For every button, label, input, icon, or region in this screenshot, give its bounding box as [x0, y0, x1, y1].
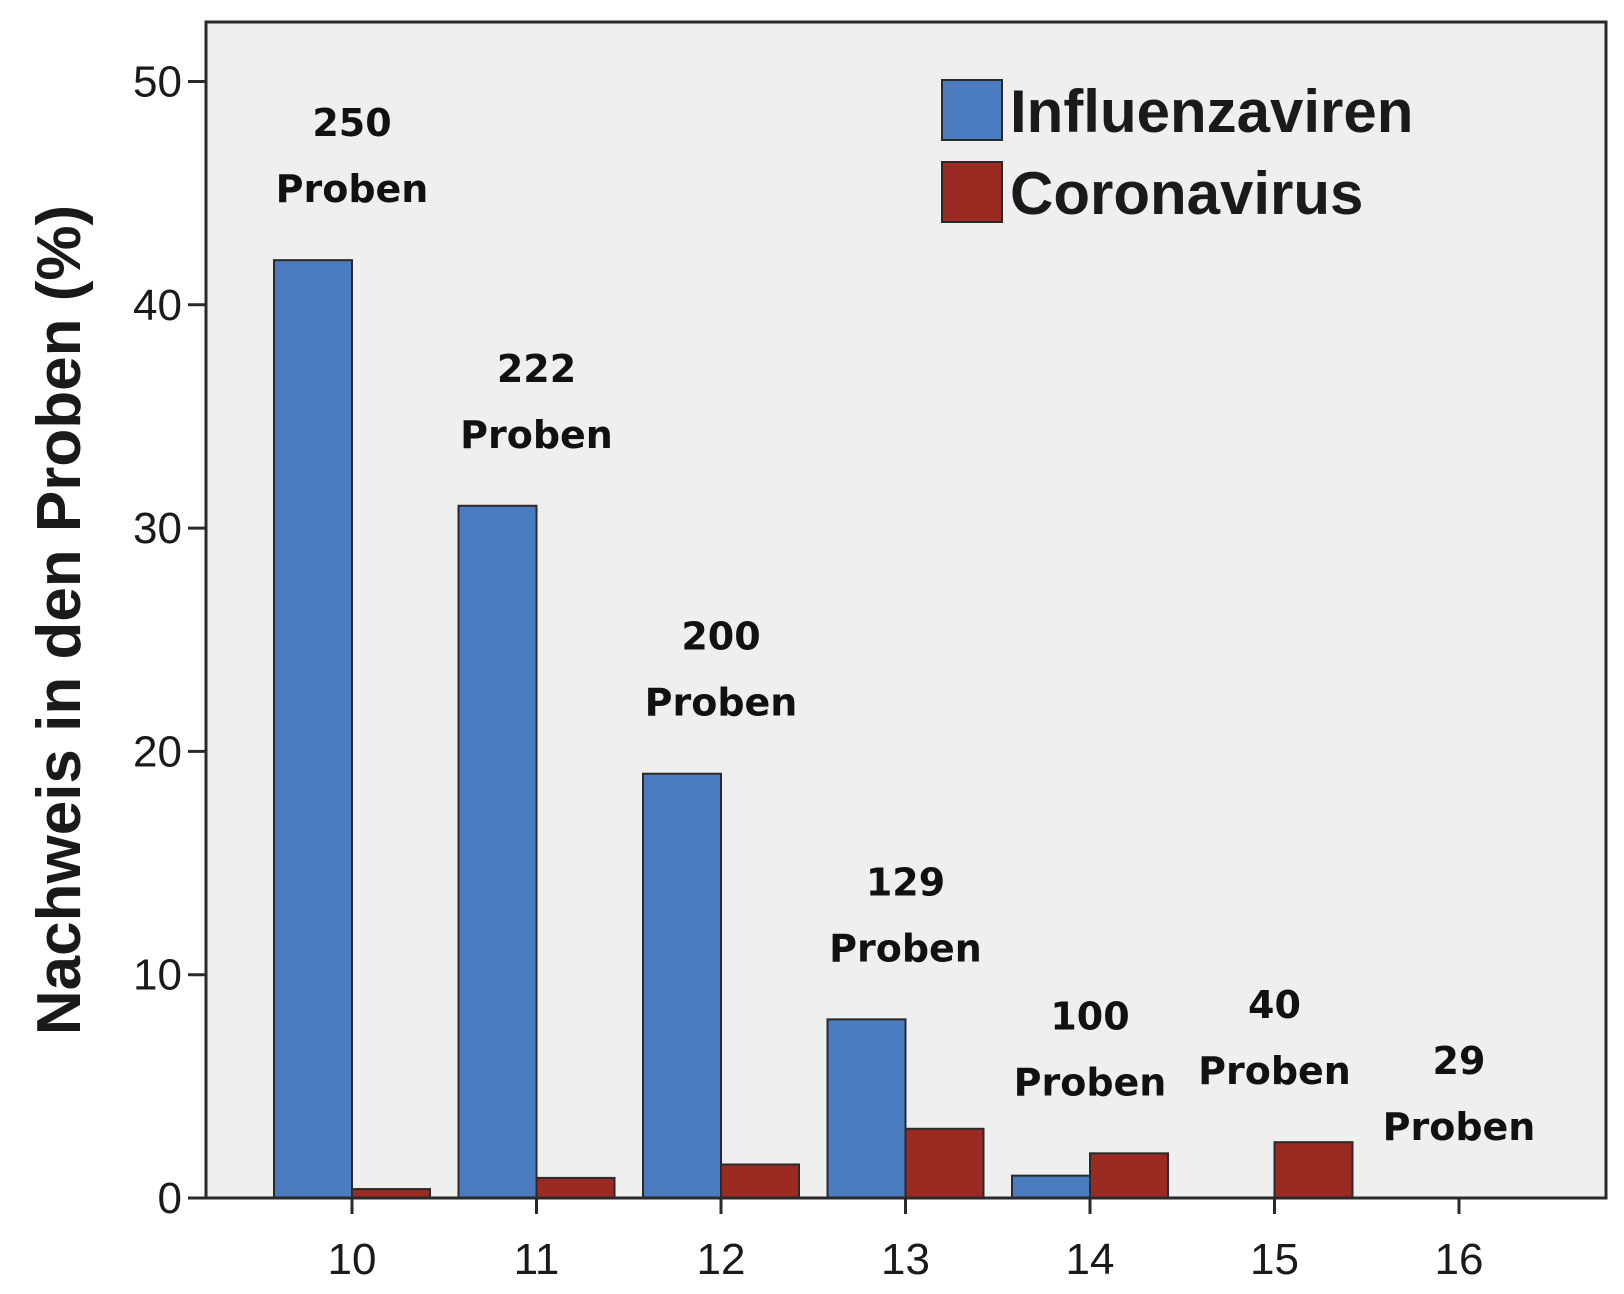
- annotation-sample-label: Proben: [1383, 1105, 1536, 1149]
- y-tick-label: 40: [133, 281, 182, 330]
- bars-layer: [273, 259, 1354, 1200]
- y-tick-label: 10: [133, 951, 182, 1000]
- x-tick-label: 13: [881, 1235, 930, 1284]
- y-tick-label: 0: [158, 1174, 182, 1223]
- legend: Influenzaviren Coronavirus: [941, 78, 1413, 227]
- x-tick-label: 12: [697, 1235, 746, 1284]
- bar-coronavirus-14: [1089, 1152, 1169, 1199]
- legend-label-influenzaviren: Influenzaviren: [1010, 78, 1413, 145]
- plot-area: [204, 20, 1608, 1200]
- x-tick-label: 15: [1250, 1235, 1299, 1284]
- annotation-sample-label: Proben: [645, 681, 798, 725]
- annotation-sample-count: 100: [1050, 994, 1129, 1038]
- bar-coronavirus-13: [904, 1127, 985, 1199]
- annotation-sample-count: 40: [1248, 983, 1301, 1027]
- bar-influenzaviren-11: [457, 504, 538, 1199]
- annotation-sample-label: Proben: [1198, 1049, 1351, 1093]
- y-tick-label: 30: [133, 504, 182, 553]
- legend-swatch-coronavirus: [941, 161, 1003, 223]
- annotation-sample-label: Proben: [1014, 1060, 1167, 1104]
- annotation-sample-count: 250: [312, 101, 391, 145]
- annotation-sample-label: Proben: [276, 167, 429, 211]
- y-tick-label: 50: [133, 58, 182, 107]
- bar-influenzaviren-13: [826, 1018, 907, 1199]
- bar-coronavirus-12: [720, 1163, 800, 1200]
- annotation-layer: 250 Proben 222 Proben 200 Proben 129 Proben 100 P…: [276, 101, 1536, 1149]
- x-tick-label: 10: [328, 1235, 377, 1284]
- x-tick-label: 16: [1435, 1235, 1484, 1284]
- bar-influenzaviren-10: [273, 259, 353, 1199]
- legend-swatch-influenzaviren: [941, 79, 1003, 141]
- bar-coronavirus-15: [1273, 1141, 1354, 1200]
- annotation-sample-label: Proben: [460, 413, 613, 457]
- bar-coronavirus-11: [535, 1176, 616, 1199]
- x-tick-label: 14: [1066, 1235, 1115, 1284]
- x-tick-label: 11: [514, 1235, 560, 1284]
- bar-influenzaviren-12: [642, 772, 722, 1199]
- annotation-sample-count: 129: [866, 860, 945, 904]
- annotation-sample-count: 29: [1433, 1039, 1486, 1083]
- bar-influenzaviren-14: [1011, 1174, 1091, 1200]
- annotation-sample-label: Proben: [829, 926, 982, 970]
- y-tick-label: 20: [133, 727, 182, 776]
- annotation-sample-count: 222: [497, 347, 576, 391]
- legend-label-coronavirus: Coronavirus: [1010, 160, 1363, 227]
- y-axis-label: Nachweis in den Proben (%): [25, 205, 94, 1035]
- axis-layer: 0 10 20 30 40 50 10 11 12 13 14 15 16: [133, 22, 1606, 1284]
- annotation-sample-count: 200: [681, 615, 760, 659]
